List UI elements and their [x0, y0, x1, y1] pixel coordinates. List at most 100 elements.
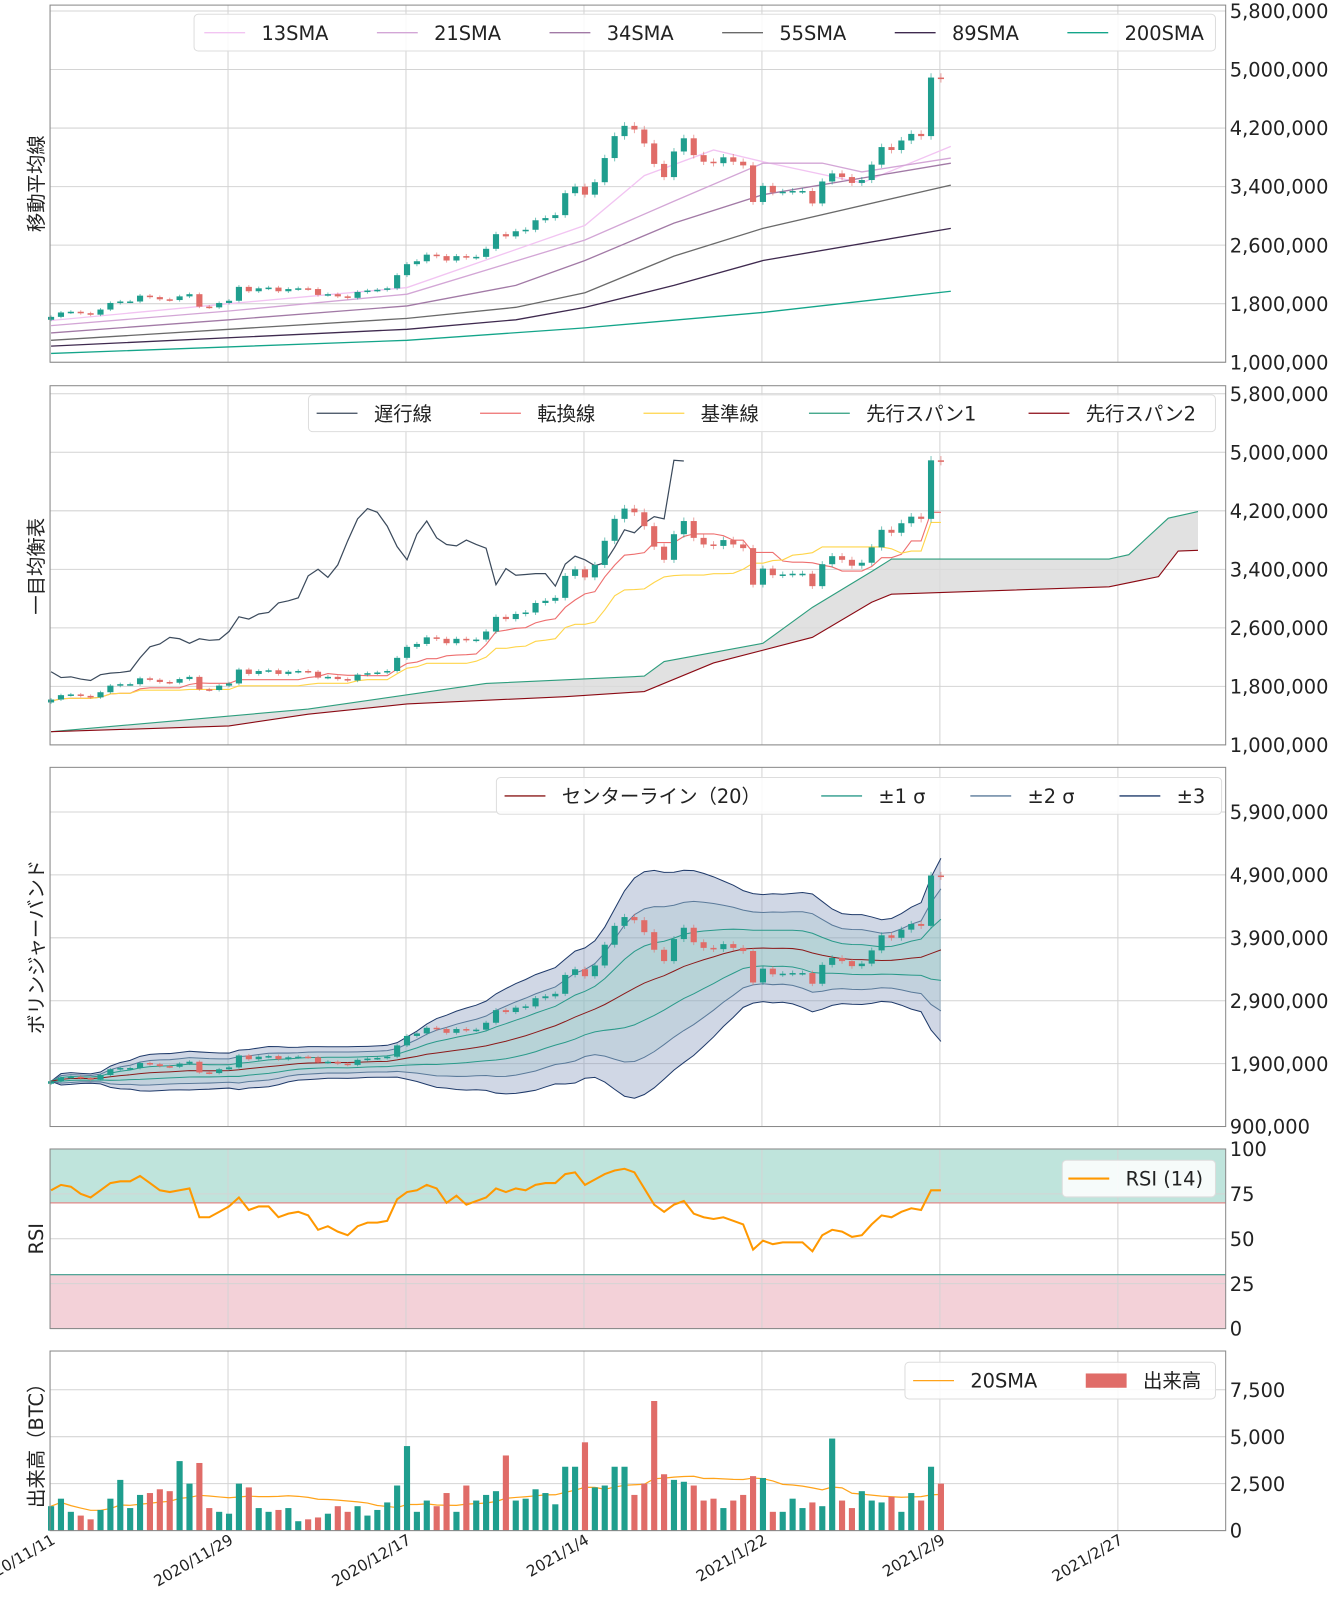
- volume-bar: [779, 1511, 786, 1531]
- bb-lower-2sigma: [50, 983, 942, 1086]
- candle: [581, 966, 589, 979]
- y-tick-label: 1,800,000: [1230, 293, 1329, 316]
- candle: [581, 566, 589, 581]
- bb-lower-1sigma: [51, 965, 941, 1082]
- candle: [591, 179, 598, 198]
- volume-bar: [878, 1502, 885, 1531]
- candle-body: [127, 684, 134, 686]
- ichimoku-cloud: [51, 511, 1199, 732]
- candle: [720, 536, 727, 550]
- candle: [413, 259, 420, 267]
- candle-body: [275, 287, 282, 292]
- candle: [829, 553, 836, 568]
- volume-bar: [522, 1498, 529, 1531]
- candle: [819, 561, 826, 589]
- candle-body: [97, 1074, 104, 1080]
- candle: [384, 286, 391, 292]
- candle: [552, 991, 559, 999]
- candle: [680, 924, 687, 943]
- candle: [295, 1055, 302, 1059]
- candle-body: [769, 568, 776, 576]
- candle: [265, 1054, 272, 1059]
- candle: [937, 456, 944, 466]
- candle: [809, 188, 816, 207]
- candle: [848, 556, 855, 569]
- volume-bar: [730, 1500, 737, 1531]
- candle-body: [255, 1056, 262, 1060]
- candle-body: [937, 77, 944, 80]
- candle-body: [67, 694, 74, 696]
- candle-body: [759, 568, 767, 585]
- candle: [48, 698, 55, 704]
- candle-body: [502, 616, 509, 620]
- candle-body: [117, 301, 124, 304]
- volume-bar: [740, 1494, 747, 1531]
- volume-bar: [769, 1511, 776, 1531]
- volume-bar: [759, 1478, 767, 1531]
- bb-fill-3sigma: [51, 858, 941, 1099]
- candle-body: [809, 973, 816, 984]
- candle: [720, 941, 727, 952]
- candle: [453, 636, 460, 646]
- y-tick-label: 5,000,000: [1230, 441, 1329, 464]
- candle: [206, 1071, 213, 1075]
- candle: [789, 970, 796, 977]
- candle: [364, 671, 371, 677]
- y-label-ichimoku: 一目均衡表: [25, 518, 48, 615]
- candle-body: [374, 1057, 381, 1060]
- candle: [918, 513, 925, 523]
- candle: [562, 190, 569, 218]
- candle-body: [581, 186, 589, 195]
- bb-lower-3sigma: [50, 1000, 942, 1099]
- volume-bar: [384, 1502, 391, 1531]
- candle-body: [522, 612, 529, 615]
- candle: [186, 292, 193, 299]
- candle-body: [186, 294, 193, 297]
- candle-body: [117, 1068, 124, 1070]
- candle: [819, 178, 826, 207]
- candle: [235, 1053, 242, 1069]
- y-tick-label: 2,500: [1230, 1473, 1285, 1496]
- volume-bar: [641, 1483, 648, 1531]
- candle: [146, 293, 154, 299]
- legend-label: ±3: [1177, 785, 1206, 808]
- candle-body: [48, 699, 55, 703]
- candle-body: [423, 637, 430, 644]
- candle: [384, 669, 391, 675]
- candle-body: [483, 248, 490, 257]
- candle: [186, 1060, 193, 1066]
- candle-body: [305, 288, 312, 290]
- candle-body: [295, 288, 302, 290]
- candle-body: [641, 129, 648, 144]
- candle-body: [888, 935, 895, 938]
- candle: [601, 941, 608, 969]
- legends: 13SMA 21SMA 34SMA 55SMA 89SMA 200SMA 遅行線 転換線 基準線…: [193, 13, 1223, 1400]
- candle: [156, 678, 163, 684]
- volume-bar: [216, 1511, 223, 1531]
- candle-body: [87, 695, 94, 698]
- candle-body: [670, 939, 678, 962]
- candle-body: [384, 288, 391, 290]
- candle-body: [838, 957, 846, 962]
- candle: [690, 517, 697, 542]
- candle-body: [631, 125, 638, 130]
- candle-body: [680, 521, 687, 535]
- candle: [216, 301, 223, 309]
- candle-body: [443, 638, 450, 644]
- volume-bar: [166, 1491, 173, 1531]
- candle: [809, 970, 816, 987]
- candle: [730, 153, 737, 166]
- candle-body: [384, 1056, 391, 1059]
- candle: [700, 151, 707, 166]
- line-34sma: [51, 162, 951, 334]
- candle-body: [384, 671, 391, 673]
- candle-body: [542, 218, 549, 221]
- candle: [394, 655, 401, 673]
- candle: [77, 310, 84, 315]
- candle-body: [532, 220, 539, 230]
- candle: [572, 566, 579, 579]
- candle: [136, 676, 144, 686]
- candle: [354, 672, 361, 683]
- volume-bar: [888, 1496, 895, 1531]
